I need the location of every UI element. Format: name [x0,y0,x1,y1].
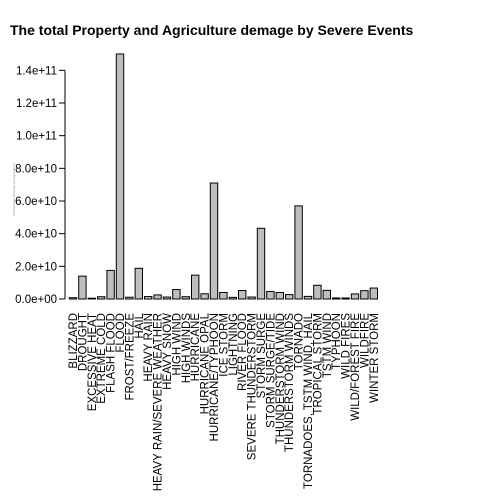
y-tick-label: 1.2e+11 [16,98,57,110]
x-tick-label: WILD FIRES [341,313,353,379]
bar-tornadoes-tstm-wind-hail [303,295,313,300]
x-tick-label: EXCESSIVE HEAT [87,313,99,411]
x-tick-label: HEAVY SNOW [162,313,174,390]
bar-wildfire [360,290,369,300]
x-tick-label: HAIL [134,312,146,338]
bar-wild-fires [341,297,350,300]
y-tick-label: 0.0e+00 [15,294,57,306]
x-tick-label: HURRICANE [190,313,202,382]
bars [68,53,379,300]
bar-drought [78,275,87,300]
x-tick-label: RIVER FLOOD [237,313,249,391]
x-tick-label: HIGH WINDS [181,313,193,384]
bar-flood [115,53,125,300]
bar-tropical-storm [313,284,322,300]
x-tick-label: TYPHOON [331,313,343,370]
bar-thunderstorm-winds [285,294,294,300]
x-tick-label: DROUGHT [77,313,89,371]
y-tick-label: 1.4e+11 [16,65,57,77]
bar-lightning [228,296,238,300]
y-axis-label: Total Damage (Property and Agriculture) [12,163,16,217]
x-tick-label: FLASH FLOOD [106,313,118,393]
bar-high-wind [172,289,181,300]
x-tick-label: TSTM WIND [322,313,334,378]
x-tick-label: LIGHTNING [228,313,240,376]
bar-hurricane-opal [200,293,209,300]
bar-typhoon [332,297,341,300]
x-tick-label: HEAVY RAIN/SEVERE WEATHER [153,313,165,491]
y-tick-label: 6.0e+10 [15,196,57,208]
bar-hurricane [191,274,200,300]
x-tick-label: TORNADO [294,313,306,370]
bar-thunderstorm-wind [275,291,285,300]
bar-heavy-rain [144,296,153,300]
bar-ice-storm [219,291,228,300]
y-tick-label: 4.0e+10 [15,229,57,241]
x-tick-label: WILDFIRE [359,313,371,368]
y-axis: 0.0e+00 2.0e+10 4.0e+10 6.0e+10 8.0e+10 1.0e+… [15,65,66,306]
bar-river-flood [238,290,247,300]
x-tick-label: TORNADOES, TSTM WIND, HAIL [303,312,315,489]
y-tick-label: 2.0e+10 [15,261,57,273]
bar-blizzard [68,297,78,300]
bar-hurricane-typhoon [209,182,219,300]
bar-flash-flood [106,269,115,300]
bar-heavy-rain-severe-weather [153,294,162,300]
x-tick-label: STORM SURGE/TIDE [265,313,277,428]
x-tick-label: FLOOD [115,313,127,353]
y-tick-label: 1.0e+11 [16,131,57,143]
x-tick-label: THUNDERSTORM WINDS [284,313,296,452]
bar-winter-storm [369,287,379,300]
bar-heavy-snow [162,296,172,300]
x-tick-label: TROPICAL STORM [312,313,324,415]
bar-tstm-wind [322,289,332,300]
bar-wild-forest-fire [350,293,360,300]
bar-high-winds [181,296,191,300]
x-tick-label: BLIZZARD [68,313,80,369]
x-tick-label: HURRICANE OPAL [200,312,212,414]
x-tick-label: ICE STORM [218,313,230,377]
x-tick-label: HURRICANE/TYPHOON [209,313,221,441]
x-tick-label: WILD/FOREST FIRE [350,313,362,421]
bar-storm-surge [256,227,266,300]
bar-excessive-heat [87,297,96,300]
y-tick-label: 8.0e+10 [15,163,57,175]
bar-hail [134,267,144,300]
x-tick-label: HIGH WIND [171,313,183,376]
x-tick-label: STORM SURGE [256,313,268,399]
x-tick-label: EXTREME COLD [96,313,108,404]
x-tick-label: THUNDERSTORM WIND [275,313,287,444]
x-tick-label: HEAVY RAIN [143,313,155,382]
bar-extreme-cold [97,296,106,300]
x-tick-label: SEVERE THUNDERSTORM [247,313,259,460]
bar-frost-freeze [125,296,134,300]
chart-title: The total Property and Agriculture demag… [10,22,413,38]
x-tick-label: FROST/FREEZE [124,313,136,401]
bar-tornado [294,205,303,300]
bar-severe-thunderstorm [247,296,256,300]
x-tick-label: WINTER STORM [369,313,381,403]
bar-storm-surge-tide [266,290,275,300]
